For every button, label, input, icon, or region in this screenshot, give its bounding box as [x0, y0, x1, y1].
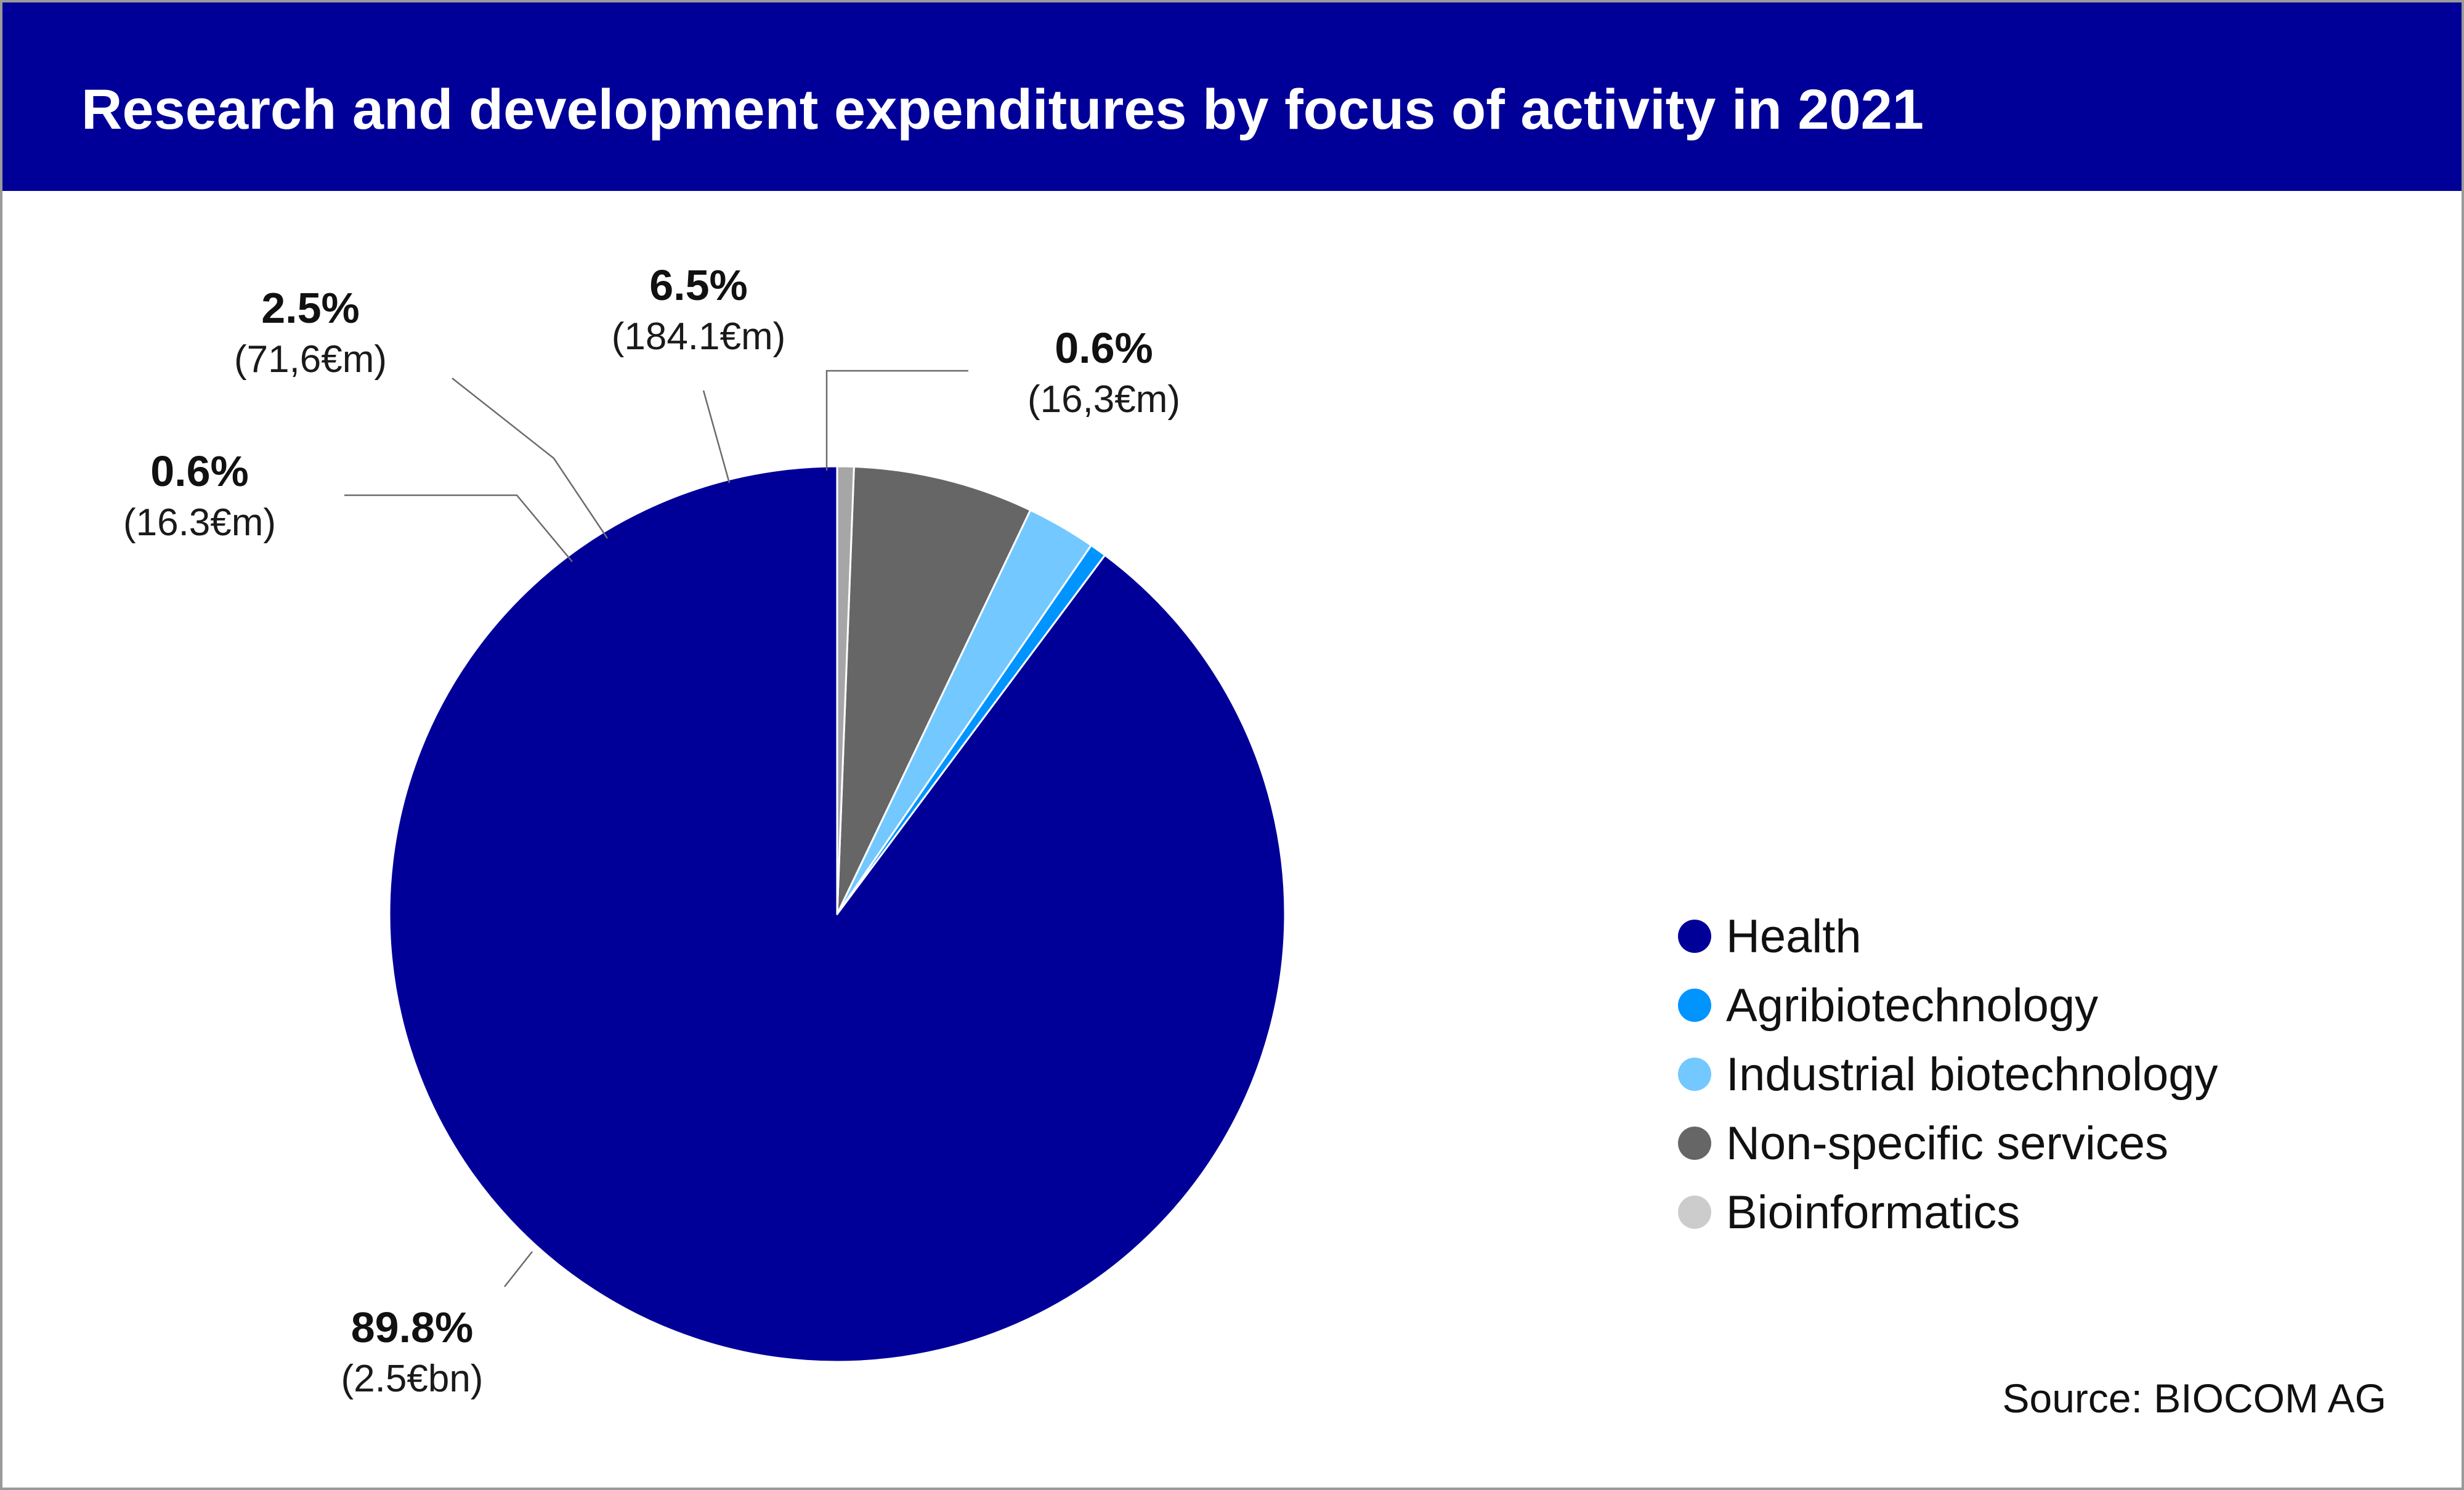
legend-swatch-agribiotechnology — [1678, 989, 1711, 1022]
slice-percent-label-health: 89.8% — [351, 1303, 473, 1351]
legend-item-bioinformatics: Bioinformatics — [1678, 1178, 2218, 1247]
pie-slice-non-specific-services — [836, 466, 1032, 915]
slice-percent-label-industrial-biotechnology: 2.5% — [261, 284, 360, 332]
slice-amount-label-non-specific-services: (184.1€m) — [612, 315, 786, 358]
pie-slice-bioinformatics — [836, 465, 855, 915]
legend-item-health: Health — [1678, 902, 2218, 971]
slice-amount-label-industrial-biotechnology: (71,6€m) — [234, 338, 387, 381]
legend-swatch-non-specific-services — [1678, 1127, 1711, 1160]
legend-item-agribiotechnology: Agribiotechnology — [1678, 971, 2218, 1040]
slice-percent-label-bioinformatics: 0.6% — [1055, 324, 1153, 372]
leader-line-agribiotechnology — [344, 494, 573, 562]
source-note: Source: BIOCOM AG — [2002, 1375, 2386, 1421]
legend-swatch-bioinformatics — [1678, 1196, 1711, 1229]
pie-slices — [388, 465, 1286, 1363]
legend-label-industrial-biotechnology: Industrial biotechnology — [1726, 1048, 2218, 1101]
legend-swatch-health — [1678, 920, 1711, 953]
legend-label-health: Health — [1726, 910, 1862, 963]
pie-slice-health — [388, 465, 1286, 1363]
legend-swatch-industrial-biotechnology — [1678, 1058, 1711, 1091]
legend-item-industrial-biotechnology: Industrial biotechnology — [1678, 1040, 2218, 1109]
chart-title: Research and development expenditures by… — [81, 78, 1924, 141]
slice-amount-label-agribiotechnology: (16.3€m) — [123, 501, 276, 544]
slice-percent-label-non-specific-services: 6.5% — [649, 261, 748, 309]
legend-label-bioinformatics: Bioinformatics — [1726, 1186, 2020, 1239]
legend: Health Agribiotechnology Industrial biot… — [1678, 902, 2218, 1247]
legend-label-non-specific-services: Non-specific services — [1726, 1117, 2168, 1170]
leader-line-non-specific-services — [702, 390, 731, 484]
slice-amount-label-health: (2.5€bn) — [341, 1358, 484, 1400]
leader-line-health — [504, 1251, 533, 1287]
slice-amount-label-bioinformatics: (16,3€m) — [1027, 378, 1180, 421]
leader-line-industrial-biotechnology — [452, 378, 609, 539]
data-labels: 89.8% (2.5€bn) 0.6% (16.3€m) 2.5% (71,6€m) 6.5… — [123, 261, 1180, 1400]
leader-lines — [344, 370, 968, 1287]
legend-label-agribiotechnology: Agribiotechnology — [1726, 979, 2099, 1032]
legend-item-non-specific-services: Non-specific services — [1678, 1109, 2218, 1178]
title-bar: Research and development expenditures by… — [2, 2, 2462, 191]
slice-percent-label-agribiotechnology: 0.6% — [150, 447, 249, 495]
leader-line-bioinformatics — [825, 370, 968, 471]
